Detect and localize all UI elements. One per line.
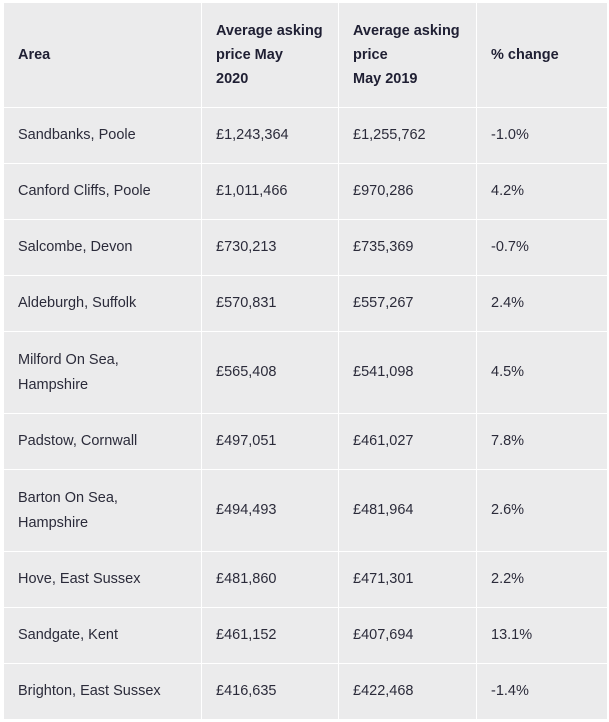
cell-area: Canford Cliffs, Poole <box>3 163 202 220</box>
header-row: Area Average asking price May 2020 Avera… <box>3 2 608 108</box>
cell-change: 2.6% <box>476 469 608 552</box>
header-price-2019-line: Average asking <box>353 23 460 39</box>
cell-area: Milford On Sea, Hampshire <box>3 331 202 414</box>
cell-area-line: Padstow, Cornwall <box>18 433 138 449</box>
cell-area: Aldeburgh, Suffolk <box>3 275 202 332</box>
asking-price-table: Area Average asking price May 2020 Avera… <box>3 2 608 720</box>
table-row: Sandgate, Kent £461,152 £407,694 13.1% <box>3 607 608 664</box>
cell-price-2020: £565,408 <box>201 331 339 414</box>
header-change: % change <box>476 2 608 108</box>
cell-price-2020: £570,831 <box>201 275 339 332</box>
cell-area-line: Canford Cliffs, Poole <box>18 183 151 199</box>
cell-price-2020: £730,213 <box>201 219 339 276</box>
cell-change: -1.0% <box>476 107 608 164</box>
cell-price-2019: £407,694 <box>338 607 477 664</box>
cell-price-2020: £494,493 <box>201 469 339 552</box>
cell-change: 2.2% <box>476 551 608 608</box>
table-row: Canford Cliffs, Poole £1,011,466 £970,286 4… <box>3 163 608 220</box>
cell-change: 13.1% <box>476 607 608 664</box>
cell-area: Barton On Sea, Hampshire <box>3 469 202 552</box>
cell-change: 2.4% <box>476 275 608 332</box>
cell-price-2020: £497,051 <box>201 413 339 470</box>
cell-area-line: Aldeburgh, Suffolk <box>18 295 137 311</box>
cell-price-2019: £481,964 <box>338 469 477 552</box>
cell-price-2020: £481,860 <box>201 551 339 608</box>
cell-area-line: Barton On Sea, <box>18 489 118 506</box>
cell-price-2019: £471,301 <box>338 551 477 608</box>
header-price-2020-line: 2020 <box>216 71 249 87</box>
header-price-2020-line: Average asking <box>216 23 323 39</box>
cell-area-line: Brighton, East Sussex <box>18 683 161 699</box>
table-row: Barton On Sea, Hampshire £494,493 £481,964 2… <box>3 469 608 552</box>
cell-price-2019: £461,027 <box>338 413 477 470</box>
table-row: Sandbanks, Poole £1,243,364 £1,255,762 -1.0… <box>3 107 608 164</box>
cell-price-2019: £970,286 <box>338 163 477 220</box>
cell-price-2020: £416,635 <box>201 663 339 720</box>
header-price-2019: Average asking price May 2019 <box>338 2 477 108</box>
header-price-2019-line: May 2019 <box>353 71 418 87</box>
cell-price-2019: £1,255,762 <box>338 107 477 164</box>
header-area: Area <box>3 2 202 108</box>
cell-price-2019: £422,468 <box>338 663 477 720</box>
header-price-2020-line: price May <box>216 47 283 63</box>
table-row: Milford On Sea, Hampshire £565,408 £541,098… <box>3 331 608 414</box>
cell-change: 4.5% <box>476 331 608 414</box>
cell-area: Padstow, Cornwall <box>3 413 202 470</box>
table-row: Aldeburgh, Suffolk £570,831 £557,267 2.4% <box>3 275 608 332</box>
cell-price-2020: £1,243,364 <box>201 107 339 164</box>
table-row: Hove, East Sussex £481,860 £471,301 2.2% <box>3 551 608 608</box>
cell-change: -0.7% <box>476 219 608 276</box>
cell-change: 7.8% <box>476 413 608 470</box>
cell-area: Hove, East Sussex <box>3 551 202 608</box>
cell-price-2019: £735,369 <box>338 219 477 276</box>
header-price-2019-line: price <box>353 47 388 63</box>
table-body: Sandbanks, Poole £1,243,364 £1,255,762 -1.0… <box>3 107 608 720</box>
cell-area: Sandbanks, Poole <box>3 107 202 164</box>
cell-area: Brighton, East Sussex <box>3 663 202 720</box>
header-price-2020: Average asking price May 2020 <box>201 2 339 108</box>
cell-area-line: Hove, East Sussex <box>18 571 141 587</box>
cell-area: Sandgate, Kent <box>3 607 202 664</box>
cell-area-line: Sandbanks, Poole <box>18 127 136 143</box>
cell-price-2020: £1,011,466 <box>201 163 339 220</box>
cell-area-line: Hampshire <box>18 376 89 393</box>
cell-price-2019: £557,267 <box>338 275 477 332</box>
table-row: Brighton, East Sussex £416,635 £422,468 -1.… <box>3 663 608 720</box>
cell-area-line: Sandgate, Kent <box>18 627 118 643</box>
table-row: Padstow, Cornwall £497,051 £461,027 7.8% <box>3 413 608 470</box>
cell-price-2019: £541,098 <box>338 331 477 414</box>
cell-area: Salcombe, Devon <box>3 219 202 276</box>
cell-change: 4.2% <box>476 163 608 220</box>
cell-price-2020: £461,152 <box>201 607 339 664</box>
cell-area-line: Milford On Sea, <box>18 351 119 368</box>
cell-change: -1.4% <box>476 663 608 720</box>
table-row: Salcombe, Devon £730,213 £735,369 -0.7% <box>3 219 608 276</box>
cell-area-line: Salcombe, Devon <box>18 239 133 255</box>
cell-area-line: Hampshire <box>18 514 89 531</box>
